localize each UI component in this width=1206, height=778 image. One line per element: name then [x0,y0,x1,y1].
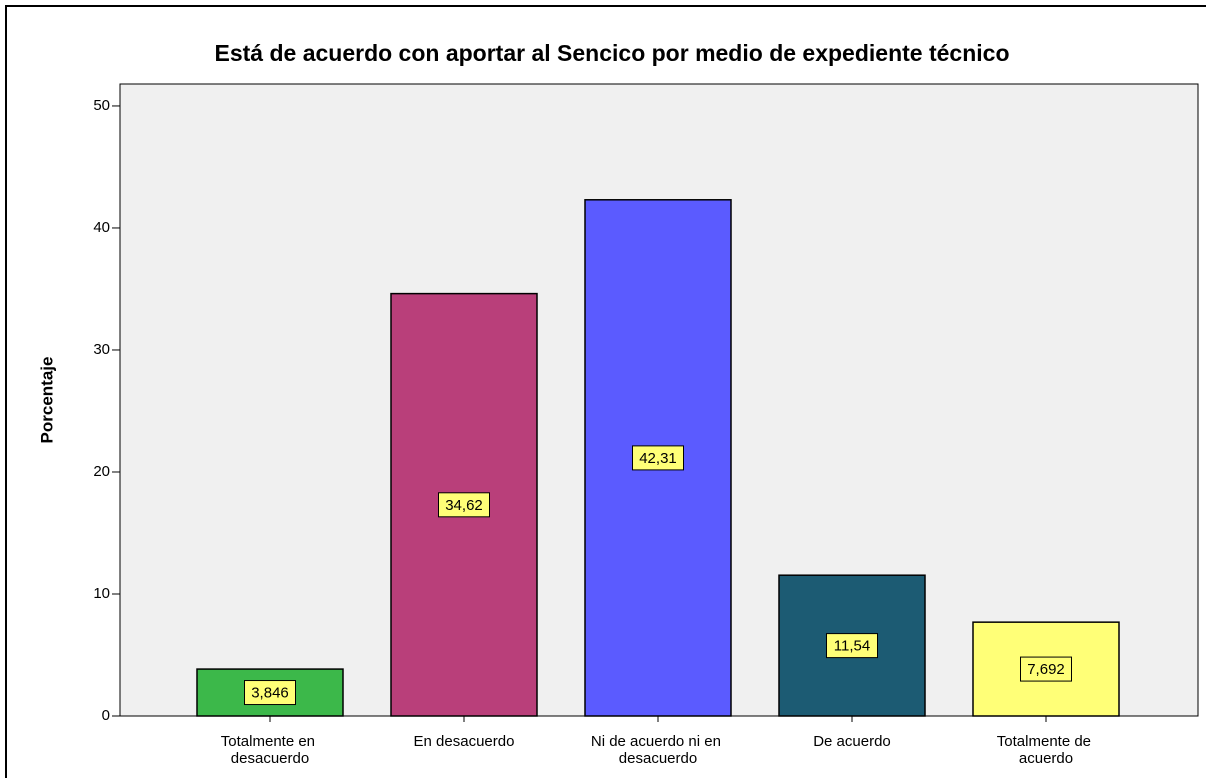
value-label-box [244,680,296,706]
value-label-box [1020,656,1072,682]
x-tick-label: En desacuerdo [414,733,515,750]
x-tick-label: Totalmente en desacuerdo [221,733,319,767]
value-label: 3,846 [251,685,289,702]
bar [778,574,926,717]
value-label: 7,692 [1027,661,1065,678]
x-tick-label: De acuerdo [813,733,891,750]
value-label: 34,62 [445,497,483,514]
y-tick-label: 0 [102,707,110,724]
chart-title: Está de acuerdo con aportar al Sencico p… [214,40,1009,66]
x-tick-label: Totalmente de acuerdo [997,733,1095,767]
y-tick-label: 10 [93,585,110,602]
value-label: 11,54 [834,638,870,655]
y-tick-label: 40 [93,219,110,236]
value-label: 42,31 [639,450,677,467]
y-tick-label: 30 [93,341,110,358]
y-tick-label: 20 [93,463,110,480]
x-tick-label: Ni de acuerdo ni en desacuerdo [591,733,725,767]
value-label-box [826,633,878,659]
y-tick-label: 50 [93,97,110,114]
value-label-box [632,445,684,471]
value-label-box [438,492,490,518]
y-axis-label: Porcentaje [37,357,56,444]
